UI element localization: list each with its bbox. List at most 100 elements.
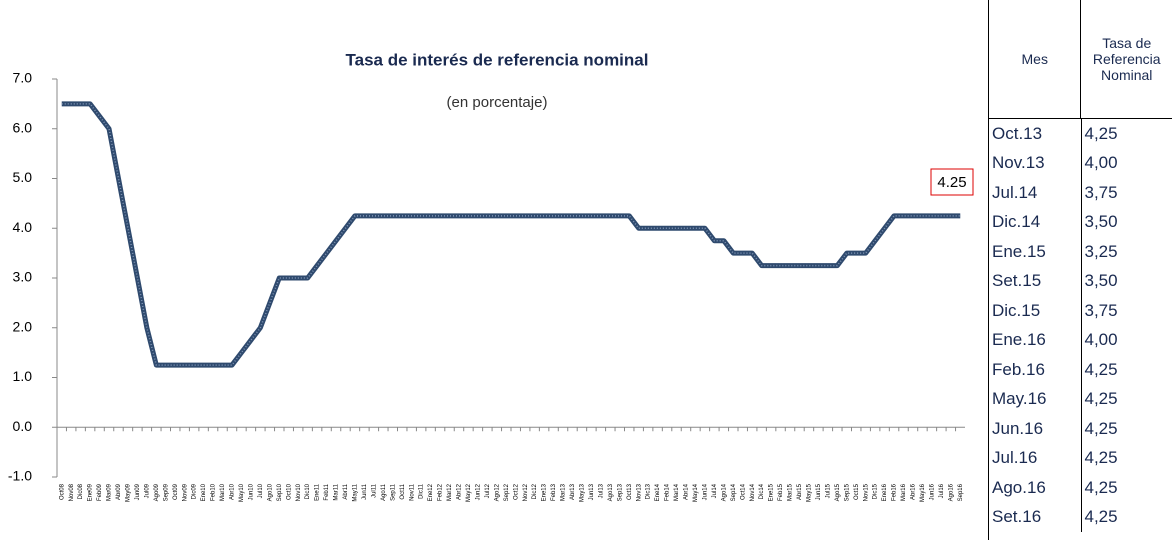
x-tick-label: Dic08	[78, 483, 84, 499]
x-tick-label: May09	[126, 483, 132, 502]
x-tick-label: May10	[239, 483, 245, 502]
x-tick-label: Nov11	[409, 483, 415, 501]
x-tick-label: May11	[353, 483, 359, 501]
x-tick-label: Feb09	[97, 483, 103, 501]
x-tick-label: Abr14	[684, 483, 690, 500]
x-tick-label: Dic10	[305, 483, 311, 499]
annotation-box	[930, 168, 974, 196]
x-tick-label: Ene14	[655, 483, 661, 501]
x-tick-label: Abr15	[797, 483, 803, 500]
x-tick-label: Dic13	[646, 483, 652, 499]
x-tick-label: Jun13	[589, 483, 595, 500]
x-tick-label: Sep14	[731, 483, 737, 501]
x-tick-label: Oct09	[173, 483, 179, 500]
x-tick-label: Sep09	[163, 483, 169, 501]
x-tick-label: Feb16	[892, 483, 898, 501]
y-tick-label: 2.0	[13, 318, 33, 334]
table-row: Ago.16 4,25	[989, 473, 1172, 503]
table-cell: 4,00	[1080, 148, 1172, 178]
x-tick-label: Ene10	[201, 483, 207, 501]
x-tick-label: Jul15	[825, 483, 831, 498]
x-tick-label: Dic15	[873, 483, 879, 499]
x-tick-label: May16	[920, 483, 926, 502]
x-tick-label: Sep11	[390, 483, 396, 501]
table-row: Oct.13 4,25	[989, 119, 1172, 149]
x-tick-label: Oct13	[627, 483, 633, 500]
x-tick-label: Mar13	[561, 483, 567, 501]
x-tick-label: Feb15	[778, 483, 784, 501]
x-tick-label: Jun10	[248, 483, 254, 500]
x-tick-label: Oct14	[740, 483, 746, 500]
x-tick-label: Abr10	[230, 483, 236, 500]
table-cell: 3,50	[1080, 207, 1172, 237]
x-tick-label: Jul11	[371, 483, 377, 498]
x-tick-label: Sep10	[277, 483, 283, 501]
table-row: Jun.16 4,25	[989, 414, 1172, 444]
x-tick-label: Ago12	[494, 483, 500, 501]
table-cell: 4,25	[1080, 355, 1172, 385]
x-tick-label: Ene15	[769, 483, 775, 501]
x-tick-label: Ene12	[428, 483, 434, 501]
y-tick-label: 1.0	[13, 368, 33, 384]
x-tick-label: Mar14	[674, 483, 680, 501]
x-tick-label: Mar09	[107, 483, 113, 501]
table-cell: Feb.16	[992, 359, 1045, 379]
x-tick-label: Jul14	[712, 483, 718, 498]
x-tick-label: Mar15	[788, 483, 794, 501]
x-tick-label: Sep15	[844, 483, 850, 501]
x-tick-label: Jun14	[702, 483, 708, 500]
x-tick-label: Feb10	[211, 483, 217, 501]
x-tick-label: Nov13	[636, 483, 642, 501]
x-tick-label: Oct08	[59, 483, 65, 500]
chart-title: Tasa de interés de referencia nominal	[346, 50, 649, 69]
table-cell: May.16	[992, 389, 1047, 409]
x-tick-label: Jul12	[485, 483, 491, 498]
y-tick-label: 5.0	[13, 169, 33, 185]
x-tick-label: Abr16	[911, 483, 917, 500]
table-row: Ene.15 3,25	[989, 237, 1172, 267]
table-cell: Oct.13	[992, 123, 1043, 143]
x-tick-label: Ene09	[88, 483, 94, 501]
x-tick-label: Nov10	[296, 483, 302, 501]
x-tick-label: May13	[580, 483, 586, 502]
table-row: Feb.16 4,25	[989, 355, 1172, 385]
x-tick-label: Nov08	[69, 483, 75, 501]
table-cell: 4,25	[1080, 414, 1172, 444]
table-cell: Dic.15	[992, 300, 1041, 320]
table-row: Ene.16 4,00	[989, 325, 1172, 355]
y-tick-label: 3.0	[13, 269, 33, 285]
table-cell: Jul.16	[992, 448, 1038, 468]
x-tick-label: Jun11	[362, 483, 368, 500]
x-tick-label: Mar10	[220, 483, 226, 501]
x-tick-label: Ene11	[315, 483, 321, 501]
x-tick-label: Ago10	[267, 483, 273, 501]
table-row: Dic.14 3,50	[989, 207, 1172, 237]
table-cell: 3,50	[1080, 266, 1172, 296]
table-cell: 3,25	[1080, 237, 1172, 267]
y-tick-label: 7.0	[13, 70, 33, 86]
x-tick-label: Ene16	[882, 483, 888, 501]
table-cell: 3,75	[1080, 296, 1172, 326]
x-tick-label: Feb12	[438, 483, 444, 501]
table-row: Jul.14 3,75	[989, 178, 1172, 208]
table-cell: Ago.16	[992, 477, 1046, 497]
table-header: Mes Tasa de Referencia Nominal	[989, 0, 1172, 119]
x-tick-label: Sep13	[617, 483, 623, 501]
table-cell: 4,25	[1080, 502, 1172, 532]
y-tick-label: 0.0	[13, 418, 33, 434]
x-tick-label: Jul09	[144, 483, 150, 498]
y-tick-label: -1.0	[8, 468, 32, 484]
table-cell: 4,25	[1080, 119, 1172, 149]
x-tick-label: May15	[807, 483, 813, 502]
table-cell: Ene.15	[992, 241, 1046, 261]
x-tick-label: Sep16	[958, 483, 964, 501]
y-tick-label: 6.0	[13, 119, 33, 135]
x-tick-label: Ago15	[835, 483, 841, 501]
x-tick-label: Oct15	[854, 483, 860, 500]
table-cell: Ene.16	[992, 330, 1046, 350]
x-tick-label: Ago13	[608, 483, 614, 501]
x-tick-label: Ago09	[154, 483, 160, 501]
x-tick-label: Jul13	[598, 483, 604, 498]
x-tick-label: Dic11	[419, 483, 425, 499]
x-tick-label: Abr09	[116, 483, 122, 500]
